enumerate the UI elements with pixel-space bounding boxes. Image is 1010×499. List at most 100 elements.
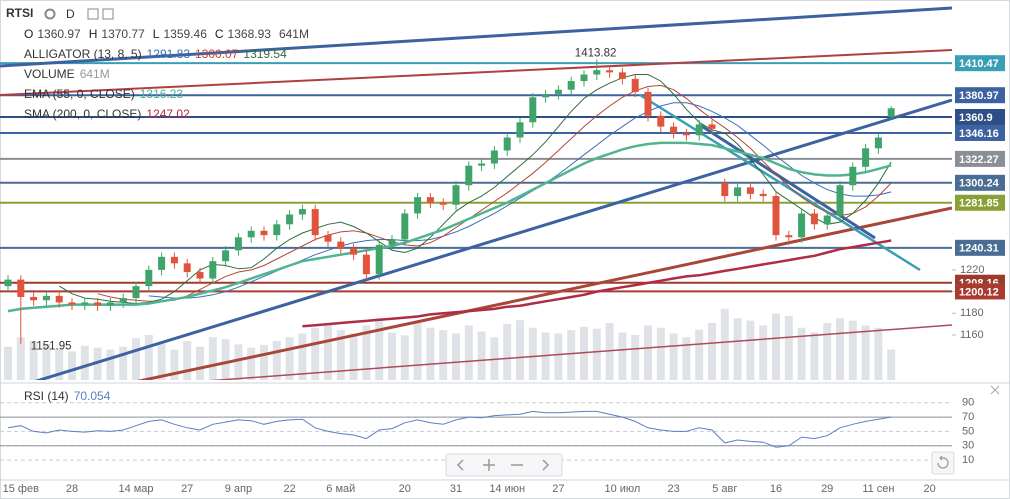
indicator-line [58, 74, 892, 305]
indicator-layer [7, 74, 892, 328]
legend-entry: O 1360.97 H 1370.77 L 1359.46 C 1368.93 641M [24, 27, 309, 41]
price-level-label: 1281.85 [959, 198, 999, 210]
volume-bar [580, 326, 588, 380]
volume-bar [400, 335, 409, 380]
rsi-line [7, 410, 892, 448]
price-level-label: 1410.47 [959, 58, 999, 70]
volume-bar [784, 315, 793, 380]
volume-bar [861, 325, 870, 380]
volume-bar [797, 327, 806, 380]
candle-body [94, 302, 102, 306]
volume-bar [605, 323, 614, 380]
volume-bar [68, 351, 76, 380]
candle-body [836, 185, 844, 216]
candle-body [132, 286, 140, 299]
volume-bar [452, 333, 460, 380]
price-level-tag [955, 55, 1005, 72]
interval[interactable]: D [66, 7, 75, 21]
candle-body [222, 250, 230, 262]
indicator-line [7, 141, 892, 313]
price-level-tag [955, 194, 1005, 211]
trend-line [136, 206, 952, 380]
scroll-right[interactable] [542, 459, 550, 471]
symbol: RTSI [6, 6, 33, 20]
x-tick-label: 20 [399, 483, 411, 495]
candle-body [465, 165, 473, 186]
price-level-label: 1200.12 [959, 286, 999, 298]
volume-bar [528, 327, 537, 380]
volume-bar [554, 333, 563, 380]
candle-body [644, 91, 652, 116]
legend-value: 1291.83 [147, 47, 191, 61]
ohlc-value: 1368.93 [228, 27, 272, 41]
candle-layer [4, 59, 895, 344]
candle-body [862, 148, 870, 167]
zoom-controls [445, 385, 1000, 477]
x-tick-label: 10 июл [604, 483, 640, 495]
candle-body [516, 122, 524, 138]
volume-bar [375, 318, 384, 380]
legend-name: VOLUME [24, 67, 75, 81]
reset-button[interactable] [931, 451, 955, 475]
candle-body [42, 295, 50, 301]
legend-entry: ALLIGATOR (13, 8, 5) 1291.83 1300.07 1319.5… [24, 47, 287, 61]
candle-body [606, 70, 614, 73]
max-label: 1413.82 [575, 48, 617, 60]
price-level-tag [955, 87, 1005, 104]
zoom-in[interactable] [483, 459, 495, 471]
scroll-left[interactable] [456, 459, 464, 471]
candle-body [414, 197, 422, 214]
legend-value: 641M [80, 67, 110, 81]
candle-body [401, 213, 409, 240]
volume-bar [644, 325, 652, 380]
volume-bar [695, 329, 704, 380]
x-tick-label: 5 авг [712, 483, 737, 495]
volume-bar [234, 344, 243, 380]
candle-body [746, 187, 754, 194]
volume-bar [285, 337, 294, 380]
candle-body [631, 78, 639, 92]
price-level-label: 1300.24 [959, 178, 1000, 190]
min-label: 1151.95 [31, 341, 72, 353]
x-tick-label: 9 апр [225, 483, 252, 495]
volume-bar [631, 334, 640, 380]
ohlc-key: C [215, 27, 224, 41]
collapse-icon[interactable] [990, 385, 1000, 395]
volume-bar [426, 327, 435, 380]
volume-bar [272, 341, 281, 380]
volume-bar [746, 320, 755, 380]
candle-body [106, 302, 114, 306]
trend-line [209, 324, 952, 380]
volume-bar [119, 346, 128, 380]
volume-bar [336, 330, 345, 380]
view-icons[interactable] [87, 8, 114, 20]
candle-body [503, 137, 511, 151]
volume-bar [208, 337, 217, 380]
candle-body [695, 124, 703, 136]
label-layer: 11601180120012201410.471380.971360.91346… [3, 27, 1005, 495]
candle-body [426, 197, 434, 203]
volume-bar [311, 327, 320, 380]
volume-bar [848, 320, 857, 380]
candle-body [452, 185, 460, 205]
rsi-tick-label: 90 [962, 397, 974, 409]
candle-body [158, 256, 166, 270]
candle-body [247, 230, 255, 238]
price-level-tag [955, 124, 1005, 141]
rsi-tick-label: 10 [962, 454, 974, 466]
volume-bar [196, 346, 204, 380]
volume-bar [362, 325, 371, 380]
volume-bar [170, 349, 179, 380]
volume-bar [106, 349, 115, 380]
volume-bar [874, 327, 883, 380]
candle-body [759, 193, 767, 197]
x-tick-label: 27 [552, 483, 564, 495]
volume-bar [682, 337, 691, 380]
volume-bar [324, 323, 332, 380]
volume-bar [618, 332, 627, 380]
settings-icon[interactable] [44, 8, 56, 20]
candle-body [4, 279, 12, 287]
candle-body [849, 166, 857, 186]
volume-bar [759, 325, 768, 380]
volume-bar [80, 345, 89, 380]
